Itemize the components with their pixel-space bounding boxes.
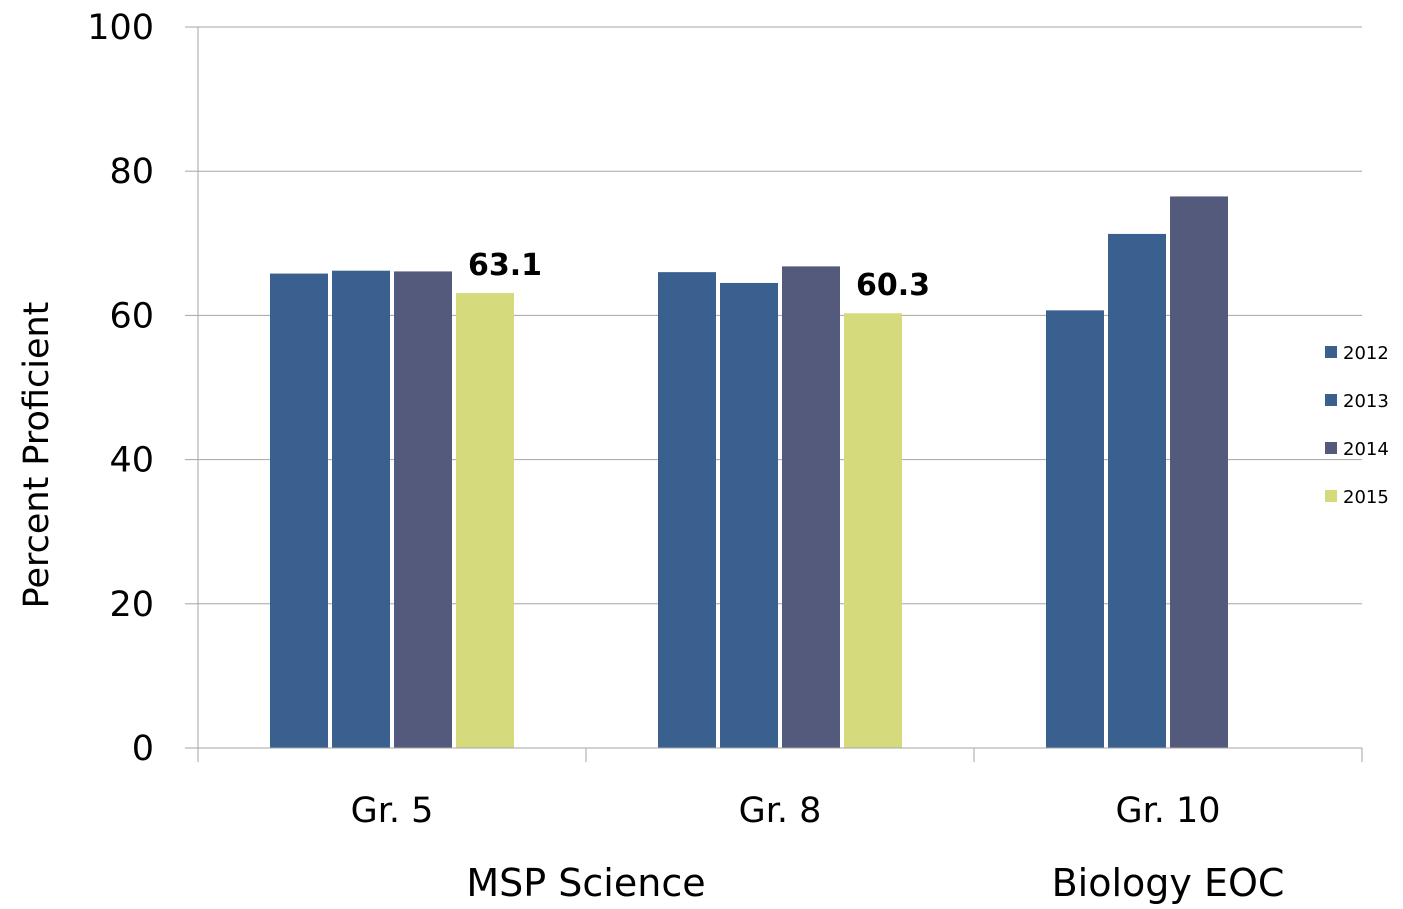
bar-2013-gr-8	[720, 282, 778, 748]
legend-swatch-2012	[1325, 346, 1337, 358]
bar-2014-gr-5	[394, 271, 452, 748]
x-category-label: Gr. 8	[739, 791, 822, 831]
bar-2012-gr-10	[1046, 310, 1104, 748]
bar-2014-gr-8	[782, 266, 840, 748]
axes	[185, 26, 1363, 762]
y-tick-label-40: 40	[109, 441, 154, 481]
y-tick-label-80: 80	[109, 152, 154, 192]
bars	[270, 196, 1228, 748]
legend-label-2013: 2013	[1343, 391, 1389, 412]
bar-2013-gr-5	[332, 270, 390, 748]
bar-2013-gr-10	[1108, 233, 1166, 748]
legend-swatch-2013	[1325, 394, 1337, 406]
y-axis-title: Percent Proficient	[17, 302, 57, 609]
data-label-2015-0: 63.1	[468, 248, 542, 283]
bar-2015-gr-8	[844, 313, 902, 748]
bar-2012-gr-5	[270, 273, 328, 748]
bar-2015-gr-5	[456, 293, 514, 748]
bar-2014-gr-10	[1170, 196, 1228, 748]
bar-2012-gr-8	[658, 272, 716, 748]
legend-label-2015: 2015	[1343, 487, 1389, 508]
y-tick-label-60: 60	[109, 296, 154, 336]
legend-swatch-2014	[1325, 442, 1337, 454]
legend-label-2014: 2014	[1343, 439, 1389, 460]
category-group-label: MSP Science	[466, 861, 705, 905]
y-tick-label-0: 0	[132, 729, 154, 769]
gridlines	[198, 26, 1362, 605]
y-tick-label-100: 100	[87, 8, 154, 48]
category-group-label: Biology EOC	[1052, 861, 1285, 905]
legend-label-2012: 2012	[1343, 343, 1389, 364]
labels: 0 20 40 60 80 100 Gr. 5 Gr. 8 Gr. 10 MSP Science B…	[87, 8, 1284, 905]
x-category-label: Gr. 5	[351, 791, 434, 831]
x-category-label: Gr. 10	[1115, 791, 1220, 831]
legend-swatch-2015	[1325, 490, 1337, 502]
data-label-2015-1: 60.3	[856, 268, 930, 303]
legend: 2012 2013 2014 2015	[1325, 343, 1389, 508]
y-tick-label-20: 20	[109, 585, 154, 625]
